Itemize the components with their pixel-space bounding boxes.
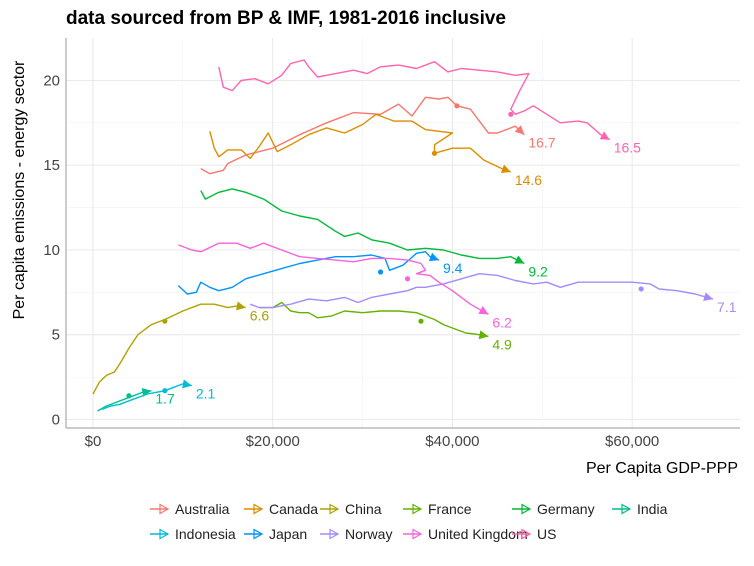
series-arrow-australia [514, 125, 525, 135]
legend-label: US [537, 526, 556, 542]
end-label-india: 1.7 [155, 391, 175, 407]
legend-key-arrow [253, 528, 264, 540]
series-marker-japan [377, 269, 384, 275]
axes: 0 5 10 15 20 $0 $20,000 $40,000 $60,000 [43, 38, 740, 450]
end-label-germany: 9.2 [528, 264, 548, 280]
legend-item-norway: Norway [320, 526, 392, 542]
legend-key-arrow [521, 503, 532, 515]
series-line-indonesia [101, 383, 192, 410]
x-axis-title: Per Capita GDP-PPP [586, 460, 738, 477]
series-lines [92, 59, 714, 412]
end-label-australia: 16.7 [528, 135, 555, 151]
series-line-japan [177, 250, 440, 295]
series-line-canada [209, 113, 512, 173]
series-marker-indonesia [162, 388, 168, 394]
y-tick-label: 20 [43, 72, 60, 89]
series-marker-norway [638, 286, 644, 292]
y-tick-label: 5 [52, 327, 60, 344]
chart-title: data sourced from BP & IMF, 1981-2016 in… [66, 8, 506, 29]
legend-label: India [637, 501, 668, 517]
legend-key-arrow [412, 528, 423, 540]
series-arrow-indonesia [182, 379, 192, 389]
end-label-us: 16.5 [614, 140, 641, 156]
end-label-china: 6.6 [250, 308, 270, 324]
y-tick-label: 0 [52, 412, 60, 429]
legend-item-indonesia: Indonesia [150, 526, 236, 542]
series-marker-india [126, 393, 132, 399]
y-tick-label: 15 [43, 157, 60, 174]
legend-key-arrow [621, 503, 632, 515]
legend-key-arrow [253, 503, 264, 515]
end-label-japan: 9.4 [443, 260, 463, 276]
series-arrow-japan [428, 252, 439, 262]
legend-item-japan: Japan [244, 526, 307, 542]
legend-item-germany: Germany [512, 501, 595, 517]
legend-item-united-kingdom: United Kingdom [403, 526, 528, 542]
end-label-united-kingdom: 6.2 [492, 314, 512, 330]
legend-label: France [428, 501, 472, 517]
legend-label: Canada [269, 501, 318, 517]
series-line-france [259, 301, 489, 338]
series-line-australia [200, 96, 525, 175]
legend-item-canada: Canada [244, 501, 318, 517]
series-arrow-us [599, 131, 610, 140]
legend-item-australia: Australia [150, 501, 230, 517]
series-line-united-kingdom [178, 242, 489, 316]
legend-label: China [345, 501, 382, 517]
series-arrow-norway [703, 292, 714, 302]
legend-label: Japan [269, 526, 307, 542]
series-arrow-china [236, 301, 246, 311]
legend-label: Indonesia [175, 526, 236, 542]
legend-label: Germany [537, 501, 595, 517]
legend-item-india: India [612, 501, 668, 517]
legend-label: Australia [175, 501, 230, 517]
x-tick-label: $60,000 [605, 433, 659, 450]
series-arrow-united-kingdom [478, 306, 489, 315]
series-marker-france [418, 318, 424, 324]
legend-key-arrow [329, 503, 340, 515]
legend-item-us: US [512, 526, 556, 542]
series-line-germany [200, 188, 525, 265]
legend-key-arrow [521, 528, 532, 540]
series-marker-us [508, 111, 514, 117]
series-arrow-canada [500, 164, 511, 173]
legend-key-arrow [412, 503, 423, 515]
legend-key-arrow [329, 528, 340, 540]
series-line-india [97, 390, 152, 412]
series-marker-canada [431, 150, 438, 156]
x-tick-label: $0 [85, 433, 102, 450]
end-label-france: 4.9 [492, 336, 512, 352]
end-labels: 16.7 14.6 6.6 4.9 9.2 1.7 2.1 9.4 7.1 6.2 16.5 [155, 135, 736, 407]
legend-label: United Kingdom [428, 526, 528, 542]
legend: Australia Canada China France Germany India In… [150, 501, 668, 542]
series-marker-china [162, 318, 168, 324]
end-label-canada: 14.6 [515, 172, 542, 188]
series-line-us [218, 59, 611, 141]
x-tick-label: $20,000 [246, 433, 300, 450]
series-line-norway [249, 273, 714, 309]
series-arrow-germany [514, 255, 525, 264]
legend-item-china: China [320, 501, 382, 517]
legend-item-france: France [403, 501, 472, 517]
end-label-indonesia: 2.1 [196, 386, 216, 402]
legend-key-arrow [159, 503, 170, 515]
grid [66, 38, 740, 428]
x-tick-label: $40,000 [425, 433, 479, 450]
series-marker-australia [454, 103, 460, 109]
y-tick-label: 10 [43, 242, 60, 259]
legend-label: Norway [345, 526, 392, 542]
end-label-norway: 7.1 [717, 299, 737, 315]
series-arrow-france [478, 330, 489, 340]
legend-key-arrow [159, 528, 170, 540]
series-marker-united-kingdom [404, 276, 411, 282]
y-axis-title: Per capita emissions - energy sector [11, 60, 28, 319]
series-line-china [92, 303, 246, 395]
